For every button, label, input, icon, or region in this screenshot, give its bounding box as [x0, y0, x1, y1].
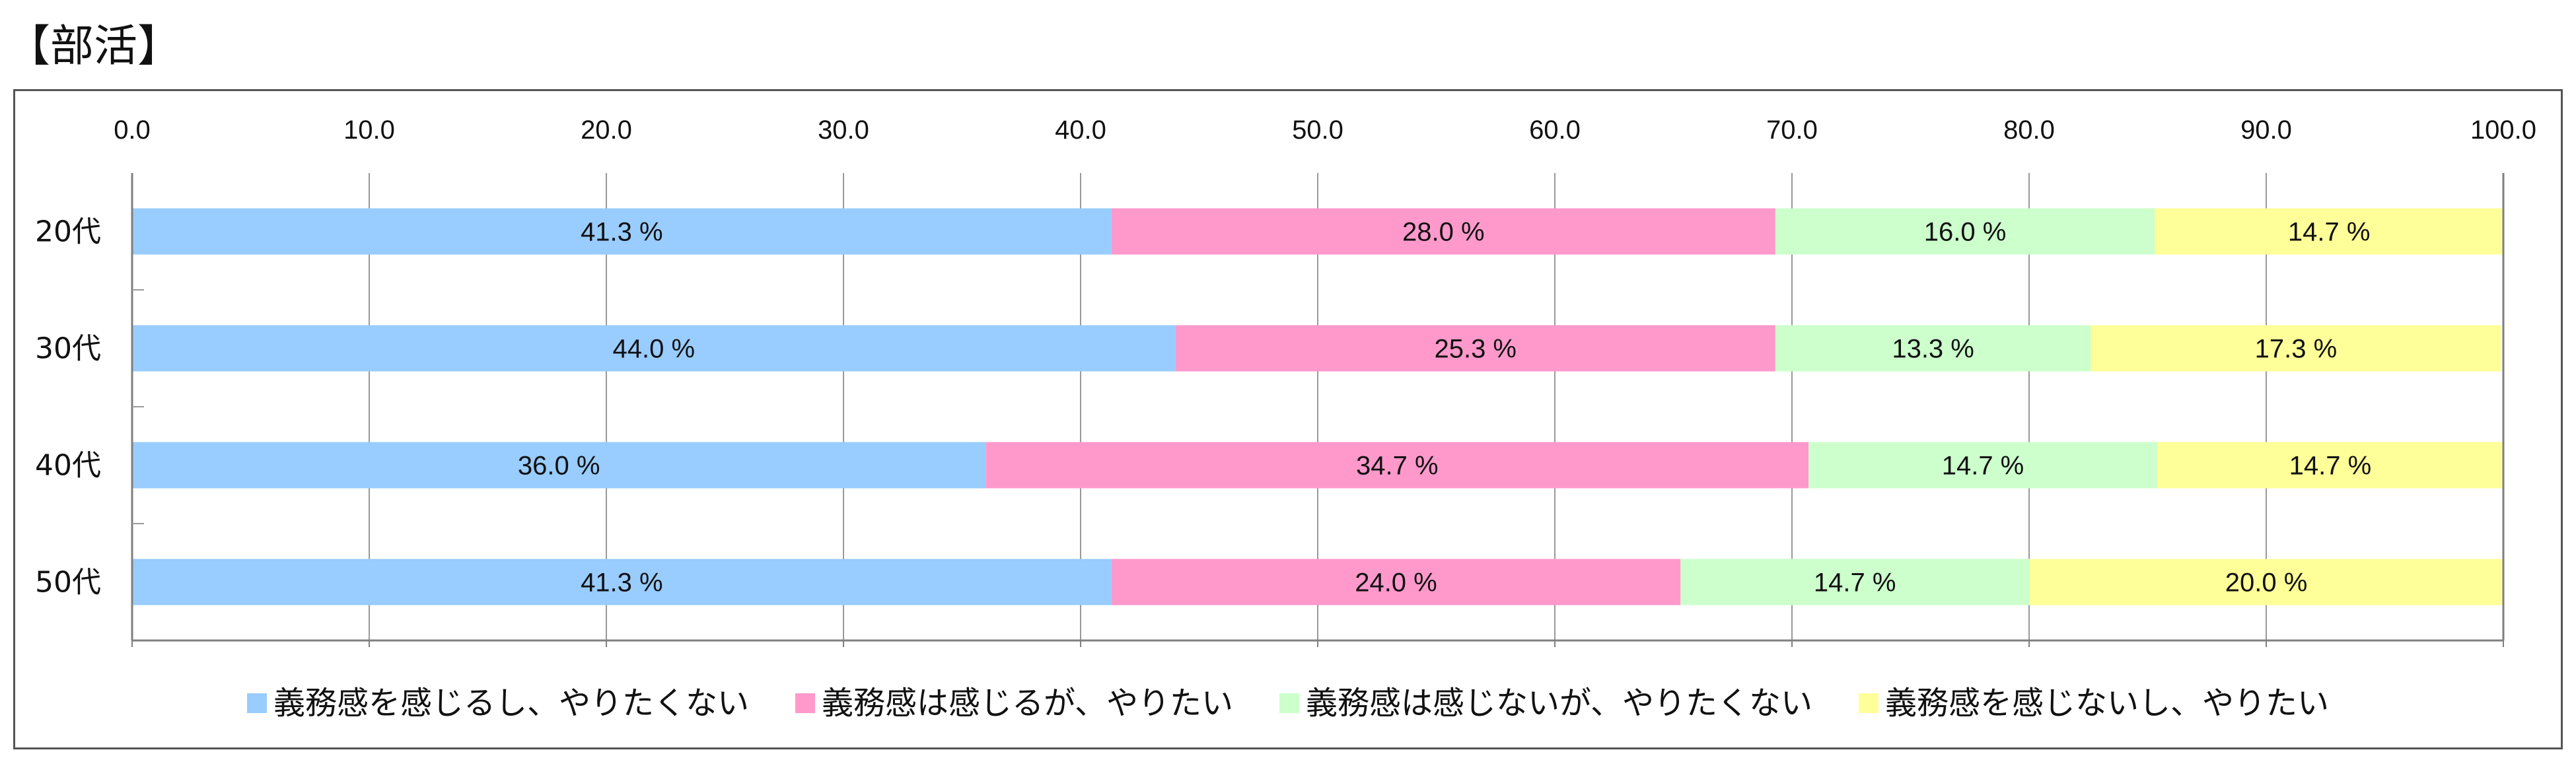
x-tick-label: 60.0	[1529, 116, 1581, 145]
bar-segment	[1175, 325, 1775, 372]
bar-segment	[132, 442, 986, 489]
bar-segment	[1775, 208, 2155, 255]
data-label: 41.3 %	[581, 218, 663, 247]
x-tick-label: 90.0	[2240, 116, 2292, 145]
legend-item: 義務感を感じるし、やりたくない	[246, 680, 749, 726]
category-label: 20代	[35, 215, 101, 249]
legend-swatch	[246, 693, 267, 713]
bar-segment	[132, 325, 1176, 372]
chart-frame	[13, 89, 2563, 749]
data-label: 13.3 %	[1892, 335, 1974, 364]
x-tick-label: 10.0	[343, 116, 395, 145]
data-label: 17.3 %	[2255, 335, 2338, 364]
category-label: 30代	[35, 332, 101, 366]
data-label: 16.0 %	[1924, 218, 2007, 247]
bar-segment	[985, 442, 1809, 489]
page-title: 【部活】	[7, 20, 181, 71]
bar-segment	[1775, 325, 2091, 372]
x-tick-label: 80.0	[2003, 116, 2055, 145]
legend-swatch	[1279, 693, 1299, 713]
data-label: 14.7 %	[1814, 568, 1896, 598]
legend-swatch	[1859, 693, 1879, 713]
axes	[131, 173, 2505, 647]
bar-segment	[1111, 559, 1681, 605]
legend-swatch	[795, 693, 815, 713]
bar-segment	[1680, 559, 2029, 605]
bar-segment	[2155, 208, 2503, 255]
bar-segment	[1111, 208, 1775, 255]
x-tick-label: 100.0	[2470, 116, 2536, 145]
data-label: 44.0 %	[613, 335, 696, 364]
x-tick-label: 30.0	[818, 116, 869, 145]
data-label: 34.7 %	[1356, 452, 1439, 481]
data-label: 25.3 %	[1434, 335, 1517, 364]
legend-label: 義務感を感じるし、やりたくない	[273, 685, 749, 722]
x-tick-label: 20.0	[581, 116, 632, 145]
x-tick-label: 50.0	[1292, 116, 1343, 145]
bar-segment	[2157, 442, 2503, 489]
data-label: 41.3 %	[581, 568, 663, 598]
x-tick-label: 70.0	[1766, 116, 1818, 145]
bar-segment	[2091, 325, 2501, 372]
bars	[132, 208, 2503, 605]
legend-item: 義務感を感じないし、やりたい	[1859, 680, 2329, 726]
data-label: 14.7 %	[1942, 452, 2024, 481]
x-tick-label: 40.0	[1055, 116, 1106, 145]
bar-segment	[132, 208, 1112, 255]
legend-label: 義務感を感じないし、やりたい	[1885, 685, 2330, 722]
data-label: 14.7 %	[2289, 452, 2372, 481]
labels: 0.0 10.0 20.0 30.0 40.0 50.0 60.0 70.0 80.0 90.0 1…	[35, 116, 2536, 600]
category-label: 50代	[35, 566, 101, 600]
data-label: 14.7 %	[2288, 218, 2371, 247]
legend-item: 義務感は感じるが、やりたい	[795, 680, 1233, 726]
legend-label: 義務感は感じないが、やりたくない	[1306, 685, 1813, 722]
x-tick-label: 0.0	[114, 116, 151, 145]
legend-label: 義務感は感じるが、やりたい	[821, 685, 1233, 722]
data-label: 28.0 %	[1402, 218, 1485, 247]
legend-item: 義務感は感じないが、やりたくない	[1279, 680, 1812, 726]
bar-segment	[132, 559, 1112, 605]
legend: 義務感を感じるし、やりたくない 義務感は感じるが、やりたい 義務感は感じないが、やり…	[0, 680, 2576, 726]
bar-segment	[1808, 442, 2157, 489]
data-label: 24.0 %	[1355, 568, 1437, 598]
data-label: 20.0 %	[2225, 568, 2308, 598]
data-label: 36.0 %	[518, 452, 600, 481]
bar-segment	[2029, 559, 2503, 605]
category-label: 40代	[35, 449, 101, 483]
